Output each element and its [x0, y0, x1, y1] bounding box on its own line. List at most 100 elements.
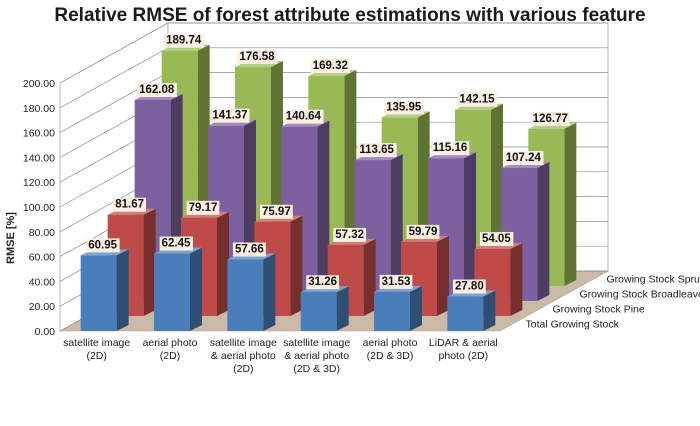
bar-side [143, 208, 156, 316]
bar-side [217, 211, 229, 316]
data-label: 141.37 [212, 110, 247, 122]
data-label: 57.32 [335, 229, 364, 241]
data-label-background [164, 33, 204, 48]
bar [80, 249, 129, 331]
data-label: 31.26 [308, 276, 337, 288]
data-label-background [283, 109, 324, 124]
series-depth-label: Growing Stock Broadleaved [580, 289, 700, 301]
bar-side [190, 247, 202, 331]
data-label-background [406, 224, 440, 239]
bar-front [300, 292, 337, 331]
data-label-background [237, 50, 278, 65]
bar-side [564, 122, 577, 286]
y-tick-label: 80.00 [29, 227, 55, 239]
y-tick-label: 60.00 [29, 252, 55, 264]
data-label: 176.58 [239, 51, 275, 63]
bar [374, 285, 422, 331]
data-label-background [379, 274, 413, 289]
y-tick-labels: 0.00 20.00 40.00 60.00 80.00 100.00 120.00 140.… [23, 78, 55, 338]
bar [300, 286, 349, 331]
bar-side [483, 290, 496, 331]
data-label-background [457, 92, 498, 107]
data-label-background [86, 238, 120, 253]
x-tick-label: satellite image & aerial photo (2D) [210, 337, 277, 375]
y-tick-label: 200.00 [23, 78, 55, 90]
data-label: 115.16 [433, 142, 468, 154]
data-label: 75.97 [262, 206, 291, 218]
data-labels: 126.77 142.15 135.95 169.32 176.58 189.74 107.… [86, 33, 570, 294]
data-label-background [530, 111, 570, 126]
bar-front [374, 291, 410, 331]
data-label: 113.65 [359, 144, 394, 156]
y-tick-label: 0.00 [35, 326, 56, 338]
data-label-background [259, 204, 293, 219]
x-tick-label: LiDAR & aerial photo (2D) [429, 337, 498, 362]
bar-side [363, 238, 376, 316]
data-label-background [384, 100, 424, 115]
data-label-background [306, 275, 340, 290]
data-label: 189.74 [166, 35, 202, 47]
data-label-background [503, 151, 544, 166]
y-tick-label: 20.00 [29, 301, 55, 313]
data-label: 54.05 [482, 233, 511, 245]
data-label: 27.80 [455, 281, 484, 293]
data-label-background [430, 141, 470, 156]
bar-side [510, 242, 523, 316]
series-depth-label: Total Growing Stock [526, 319, 620, 331]
bar-side [537, 162, 550, 301]
x-tick-label: aerial photo (2D & 3D) [363, 337, 418, 362]
y-tick-label: 160.00 [23, 128, 55, 140]
gridline [59, 22, 608, 84]
data-label: 79.17 [189, 202, 218, 214]
bar-side [263, 253, 276, 331]
data-label-background [479, 231, 514, 246]
bar-side [336, 286, 349, 331]
series-depth-labels: Total Growing Stock Growing Stock Pine Gro… [526, 274, 700, 331]
bar-side [390, 154, 403, 301]
data-label: 57.66 [235, 244, 264, 256]
bar-front [227, 259, 264, 331]
x-tick-labels: satellite image (2D) aerial photo (2D) satel… [63, 337, 498, 375]
bar [227, 253, 276, 331]
data-label: 140.64 [286, 111, 322, 123]
y-axis-label: RMSE [%] [5, 212, 17, 264]
data-label-background [232, 242, 266, 257]
data-label: 60.95 [88, 239, 117, 251]
data-label-background [113, 197, 147, 212]
data-label-background [310, 59, 350, 74]
bar-side [437, 235, 449, 316]
x-tick-label: satellite image (2D) [63, 337, 130, 362]
data-label: 169.32 [313, 60, 348, 72]
data-label: 162.08 [139, 84, 175, 96]
data-label: 142.15 [459, 94, 495, 106]
bar-side [464, 152, 476, 301]
bar-front [80, 255, 117, 331]
bar-front [447, 296, 484, 331]
data-label: 59.79 [409, 226, 438, 238]
series-depth-label: Growing Stock Pine [553, 304, 645, 316]
data-label-background [137, 83, 177, 98]
bar [447, 290, 496, 331]
x-tick-label: satellite image & aerial photo (2D & 3D) [283, 337, 350, 375]
data-label: 62.45 [162, 238, 191, 250]
bar-side [410, 285, 422, 331]
data-label: 126.77 [533, 113, 568, 125]
y-tick-label: 40.00 [29, 276, 55, 288]
y-tick-label: 180.00 [23, 103, 55, 115]
data-label-background [333, 227, 367, 242]
series-depth-label: Growing Stock Spruce [607, 274, 700, 286]
data-label: 107.24 [506, 152, 542, 164]
bar-front [154, 253, 190, 331]
bar-side [116, 249, 129, 331]
x-tick-label: aerial photo (2D) [143, 337, 198, 362]
data-label-background [452, 279, 486, 294]
data-label-background [159, 236, 193, 251]
data-label-background [210, 108, 250, 123]
data-label-background [357, 143, 397, 158]
y-tick-label: 140.00 [23, 152, 55, 164]
data-label: 31.53 [382, 276, 411, 288]
bar-side [317, 120, 330, 301]
data-label: 135.95 [386, 101, 422, 113]
y-tick-label: 100.00 [23, 202, 55, 214]
